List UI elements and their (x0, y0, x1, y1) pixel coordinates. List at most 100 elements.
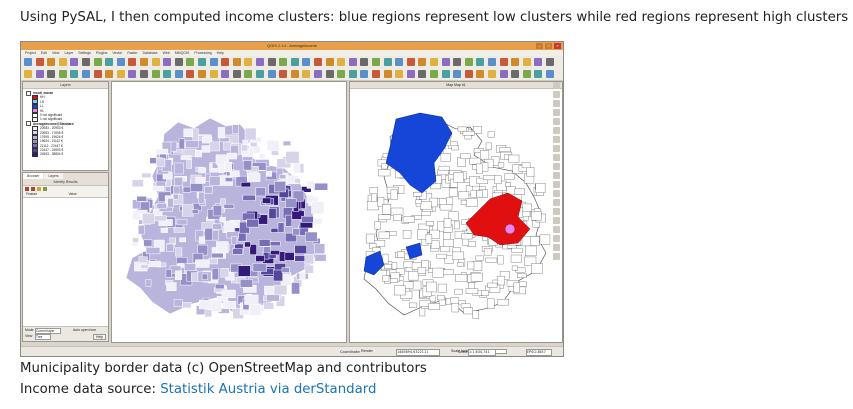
toolbar-icon[interactable] (511, 58, 520, 66)
vertical-tool-icon[interactable] (553, 181, 560, 188)
expand-icon[interactable] (25, 187, 29, 191)
toolbar-icon[interactable] (476, 70, 485, 78)
menu-item[interactable]: Raster (127, 51, 138, 55)
toolbar-icon[interactable] (383, 70, 392, 78)
vertical-tool-icon[interactable] (553, 100, 560, 107)
maximize-icon[interactable]: □ (545, 43, 552, 49)
menu-item[interactable]: Database (142, 51, 158, 55)
toolbar-icon[interactable] (163, 58, 172, 66)
toolbar-icon[interactable] (430, 58, 438, 66)
toolbar-icon[interactable] (24, 70, 32, 78)
epsg-button[interactable]: EPSG:3857 (526, 349, 552, 356)
clear-icon[interactable] (37, 187, 41, 191)
vertical-tool-icon[interactable] (553, 199, 560, 206)
vertical-tool-icon[interactable] (553, 127, 560, 134)
toolbar-icon[interactable] (453, 70, 462, 78)
toolbar-icon[interactable] (70, 58, 79, 66)
toolbar-icon[interactable] (163, 70, 172, 78)
render-checkbox[interactable]: Render (361, 349, 373, 353)
toolbar-icon[interactable] (383, 58, 392, 66)
close-icon[interactable]: × (554, 43, 561, 49)
toolbar-icon[interactable] (24, 58, 32, 66)
toolbar-icon[interactable] (128, 70, 137, 78)
toolbar-icon[interactable] (82, 70, 90, 78)
scale-input[interactable]: 1:1,634,741 (468, 349, 496, 356)
vertical-tool-icon[interactable] (553, 109, 560, 116)
toolbar-icon[interactable] (395, 70, 404, 78)
help-button[interactable]: Help (93, 334, 106, 340)
menu-item[interactable]: Project (25, 51, 36, 55)
toolbar-icon[interactable] (105, 58, 114, 66)
toolbar-icon[interactable] (35, 70, 44, 78)
menu-item[interactable]: Settings (78, 51, 91, 55)
toolbar-icon[interactable] (244, 58, 253, 66)
toolbar-icon[interactable] (151, 70, 160, 78)
vertical-tool-icon[interactable] (553, 190, 560, 197)
toolbar-icon[interactable] (395, 58, 404, 66)
toolbar-icon[interactable] (232, 70, 241, 78)
toolbar-icon[interactable] (151, 58, 160, 66)
toolbar-icon[interactable] (232, 58, 241, 66)
toolbar-icon[interactable] (221, 58, 230, 66)
toolbar-icon[interactable] (302, 58, 311, 66)
tab-browser[interactable]: Browser (23, 173, 44, 179)
toolbar-icon[interactable] (140, 58, 148, 66)
toolbar-icon[interactable] (221, 70, 230, 78)
toolbar-icon[interactable] (534, 70, 543, 78)
toolbar-icon[interactable] (325, 70, 334, 78)
toolbar-icon[interactable] (267, 58, 276, 66)
vertical-tool-icon[interactable] (553, 91, 560, 98)
coordinate-input[interactable]: 1465694,6322111 (396, 349, 440, 356)
toolbar-icon[interactable] (499, 70, 508, 78)
toolbar-icon[interactable] (348, 58, 357, 66)
toolbar-icon[interactable] (290, 70, 299, 78)
vertical-tool-icon[interactable] (553, 235, 560, 242)
toolbar-icon[interactable] (47, 58, 56, 66)
toolbar-icon[interactable] (372, 58, 380, 66)
source-link[interactable]: Statistik Austria via derStandard (160, 382, 377, 397)
toolbar-icon[interactable] (406, 70, 415, 78)
toolbar-icon[interactable] (93, 58, 102, 66)
layer-visibility-checkbox[interactable] (26, 90, 31, 96)
toolbar-icon[interactable] (47, 70, 56, 78)
toolbar-icon[interactable] (279, 70, 288, 78)
map-canvas-income[interactable] (111, 81, 347, 343)
layer-group[interactable]: result_moran (23, 90, 108, 96)
toolbar-icon[interactable] (488, 70, 496, 78)
toolbar-icon[interactable] (325, 58, 334, 66)
toolbar-icon[interactable] (116, 58, 125, 66)
copy-icon[interactable] (43, 187, 47, 191)
menu-item[interactable]: Plugins (95, 51, 108, 55)
toolbar-icon[interactable] (128, 58, 137, 66)
toolbar-icon[interactable] (314, 70, 322, 78)
toolbar-icon[interactable] (116, 70, 125, 78)
mode-select[interactable]: Current layer (35, 328, 61, 334)
toolbar-icon[interactable] (348, 70, 357, 78)
toolbar-icon[interactable] (522, 70, 531, 78)
toolbar-icon[interactable] (441, 70, 450, 78)
toolbar-icon[interactable] (174, 70, 183, 78)
map-canvas-clusters[interactable]: Map Map #1 (349, 81, 563, 343)
minimize-icon[interactable]: – (536, 43, 543, 49)
toolbar-icon[interactable] (534, 58, 543, 66)
auto-open-form-checkbox[interactable]: Auto open form (73, 328, 97, 332)
toolbar-icon[interactable] (522, 58, 531, 66)
toolbar-icon[interactable] (372, 70, 380, 78)
toolbar-icon[interactable] (82, 58, 90, 66)
toolbar-icon[interactable] (337, 58, 346, 66)
toolbar-icon[interactable] (244, 70, 253, 78)
toolbar-icon[interactable] (499, 58, 508, 66)
toolbar-icon[interactable] (279, 58, 288, 66)
tab-layers[interactable]: Layers (44, 173, 63, 179)
menu-item[interactable]: MMQGIS (174, 51, 190, 55)
toolbar-icon[interactable] (314, 58, 322, 66)
layer-visibility-checkbox[interactable] (26, 121, 31, 127)
vertical-tool-icon[interactable] (553, 118, 560, 125)
toolbar-icon[interactable] (256, 70, 264, 78)
menu-item[interactable]: Processing (194, 51, 212, 55)
toolbar-icon[interactable] (140, 70, 148, 78)
vertical-tool-icon[interactable] (553, 154, 560, 161)
vertical-tool-icon[interactable] (553, 226, 560, 233)
toolbar-icon[interactable] (360, 70, 369, 78)
toolbar-icon[interactable] (35, 58, 44, 66)
